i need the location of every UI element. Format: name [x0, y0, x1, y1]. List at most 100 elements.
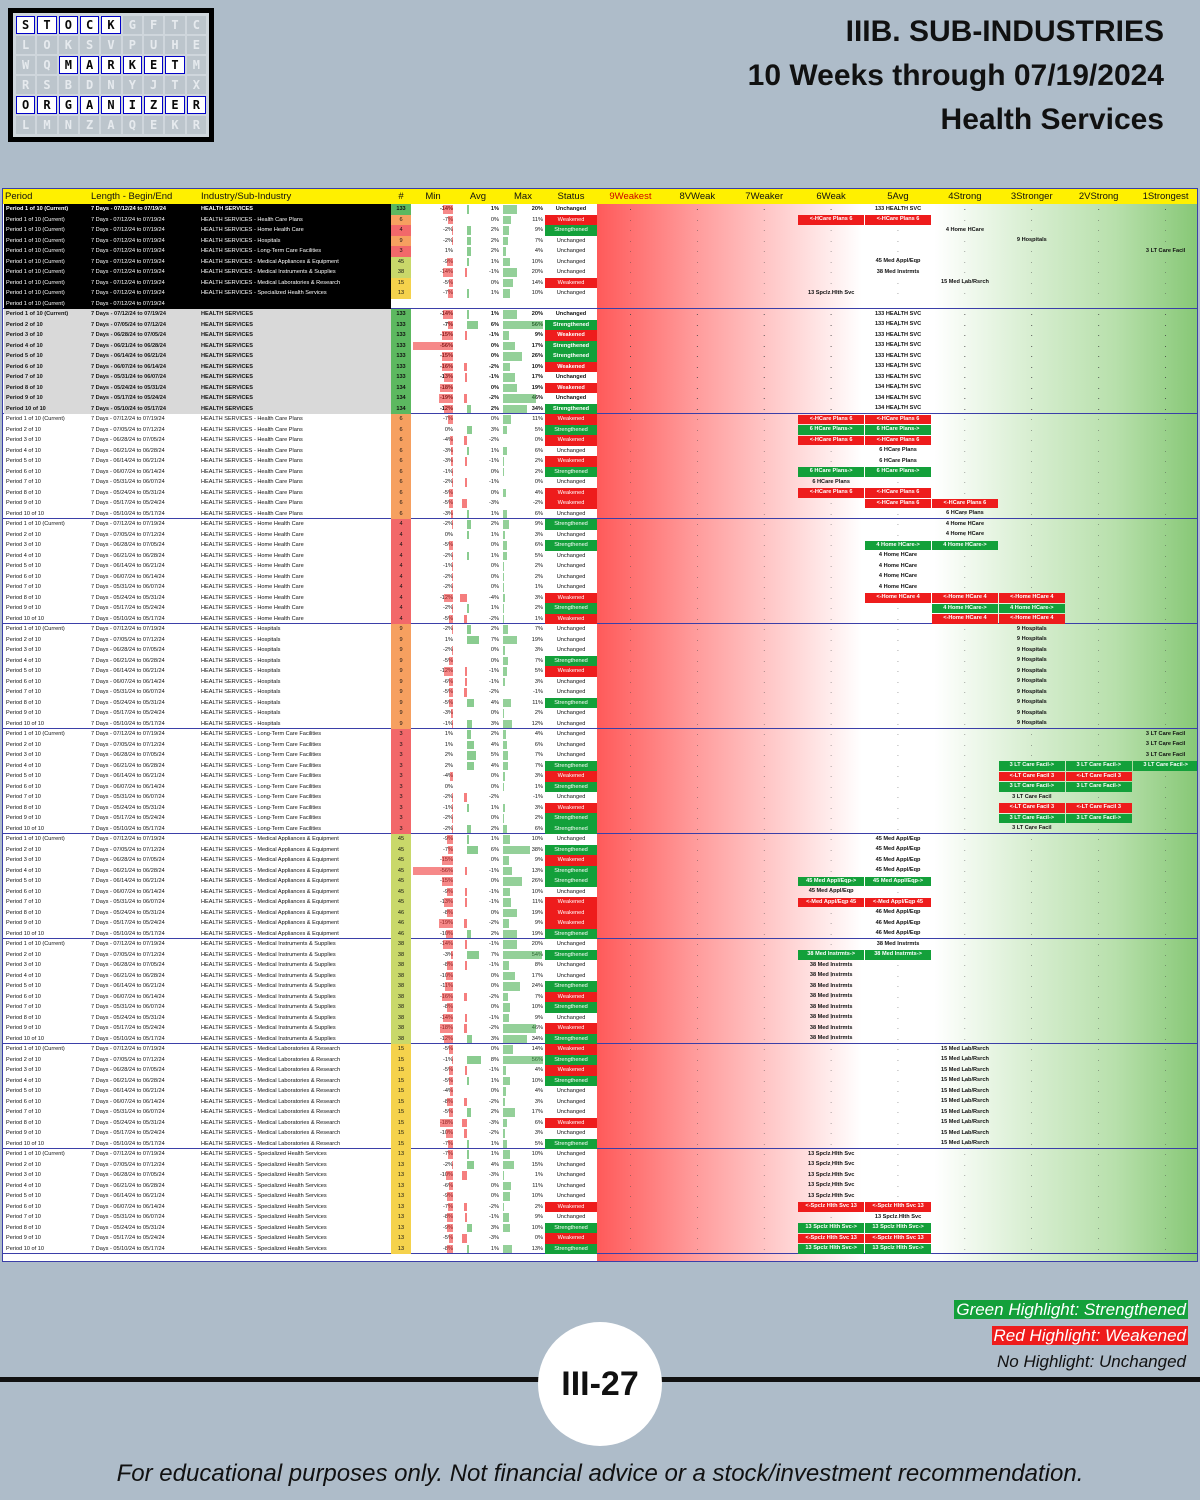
- max-cell: 6%: [501, 824, 545, 835]
- rank-dot: .: [830, 500, 832, 506]
- min-cell: -7%: [411, 1139, 455, 1150]
- min-bar: [442, 877, 453, 886]
- rank-dot: .: [1097, 416, 1100, 422]
- industry-cell: HEALTH SERVICES - Home Health Care: [201, 531, 304, 538]
- rank-dot: .: [1097, 290, 1100, 296]
- status-cell: Strengthened: [545, 781, 597, 792]
- logo-cell: O: [58, 16, 78, 34]
- rank-dot: .: [763, 1245, 766, 1252]
- rank-dot: .: [629, 878, 632, 884]
- length-cell: 7 Days - 05/10/24 to 05/17/24: [91, 720, 165, 727]
- length-cell: 7 Days - 06/07/24 to 06/14/24: [91, 468, 165, 475]
- period-cell: Period 5 of 10: [6, 878, 41, 884]
- avg-bar: [461, 499, 467, 508]
- status-cell: Unchanged: [556, 710, 586, 716]
- rank-dot: .: [1030, 1025, 1033, 1031]
- rank-dot: .: [763, 1025, 766, 1031]
- min-bar: [449, 698, 453, 707]
- rank-dot: .: [629, 825, 632, 832]
- rank-dot: .: [629, 584, 632, 590]
- rank-dot: .: [763, 657, 766, 664]
- avg-cell: -1%: [455, 677, 501, 688]
- rank-dot: .: [763, 1172, 766, 1178]
- avg-bar: [467, 625, 471, 634]
- avg-cell: -2%: [455, 992, 501, 1003]
- rank-dot: .: [1164, 542, 1167, 548]
- table-row: Period 1 of 10 (Current) 7 Days - 07/12/2…: [3, 624, 1197, 635]
- avg-cell: -2%: [455, 918, 501, 929]
- period-cell: Period 3 of 10: [6, 647, 41, 653]
- rank-dot: .: [696, 615, 699, 622]
- rank-dot: .: [1097, 1004, 1100, 1010]
- rank-dot: .: [897, 353, 899, 359]
- rank-dot: .: [897, 678, 899, 685]
- rank-dot: .: [1097, 269, 1100, 275]
- min-cell: -5%: [443, 688, 453, 697]
- rank-label: 133 HEALTH SVC: [874, 352, 922, 359]
- count-cell: 13: [391, 1170, 411, 1181]
- rank-dot: .: [1164, 1046, 1167, 1052]
- avg-cell: 2%: [455, 236, 501, 247]
- rank-dot: .: [763, 1046, 766, 1052]
- rank-label: <-Home HCare 4: [865, 593, 932, 603]
- industry-cell: HEALTH SERVICES - Medical Appliances & E…: [201, 836, 339, 842]
- min-cell: -18%: [411, 383, 455, 394]
- rank-dot: .: [830, 206, 832, 212]
- rank-dot: .: [1097, 447, 1100, 454]
- rank-dot: .: [964, 710, 966, 716]
- rank-dot: .: [1097, 699, 1100, 706]
- max-cell: 11%: [501, 897, 545, 908]
- avg-cell: -2%: [455, 1128, 501, 1139]
- count-cell: 13: [391, 1191, 411, 1202]
- rank-dot: .: [763, 531, 766, 538]
- min-bar: [444, 404, 453, 413]
- max-bar: [503, 656, 508, 665]
- avg-bar: [467, 1108, 471, 1117]
- rank-dot: .: [830, 353, 832, 359]
- rank-dot: .: [696, 731, 699, 737]
- rank-dot: .: [629, 920, 632, 926]
- rank-dot: .: [1097, 1077, 1100, 1084]
- length-cell: 7 Days - 06/21/24 to 06/28/24: [91, 762, 165, 769]
- rank-dot: .: [696, 825, 699, 832]
- status-cell: Unchanged: [556, 647, 586, 653]
- rank-dot: .: [1030, 1056, 1033, 1063]
- avg-cell: 0%: [490, 563, 499, 569]
- status-cell: Unchanged: [556, 636, 586, 643]
- rank-dot: .: [897, 920, 899, 926]
- rank-dot: .: [964, 311, 966, 317]
- rank-label: 45 Med Appl/Eqp: [875, 856, 921, 863]
- min-cell: -6%: [411, 1181, 455, 1192]
- avg-bar: [465, 478, 467, 487]
- rank-dot: .: [763, 1014, 766, 1021]
- rank-dot: .: [696, 1025, 699, 1031]
- status-cell: Unchanged: [556, 1182, 586, 1189]
- rank-dot: .: [696, 804, 699, 811]
- rank-label: 3 LT Care Facil->: [998, 761, 1065, 771]
- max-bar: [503, 1150, 511, 1159]
- min-cell: -18%: [411, 1118, 455, 1129]
- status-cell: Strengthened: [545, 1138, 597, 1149]
- status-cell: Unchanged: [556, 1130, 586, 1136]
- logo-cell: C: [186, 16, 206, 34]
- length-cell: 7 Days - 07/12/24 to 07/19/24: [91, 941, 165, 947]
- min-cell: -4%: [443, 772, 453, 781]
- table-row: Period 4 of 10 7 Days - 06/21/24 to 06/28…: [3, 760, 1197, 771]
- min-bar: [444, 593, 453, 602]
- min-bar: [443, 1013, 453, 1022]
- rank-dot: .: [696, 741, 699, 748]
- rank-dot: .: [897, 689, 899, 695]
- rank-dot: .: [1164, 741, 1167, 748]
- min-bar: [440, 1118, 453, 1127]
- avg-cell: -1%: [455, 456, 501, 467]
- max-cell: 10%: [501, 887, 545, 898]
- rank-label: 13 Spclz Hlth Svc->: [798, 1244, 865, 1254]
- rank-dot: .: [629, 1014, 632, 1021]
- rank-dot: .: [1097, 1182, 1100, 1189]
- avg-bar: [465, 866, 467, 875]
- industry-cell: HEALTH SERVICES - Health Care Plans: [201, 437, 303, 443]
- rank-dot: .: [696, 584, 699, 590]
- max-cell: 2%: [501, 561, 545, 572]
- min-cell: -2%: [443, 646, 453, 655]
- rank-dot: .: [763, 783, 766, 790]
